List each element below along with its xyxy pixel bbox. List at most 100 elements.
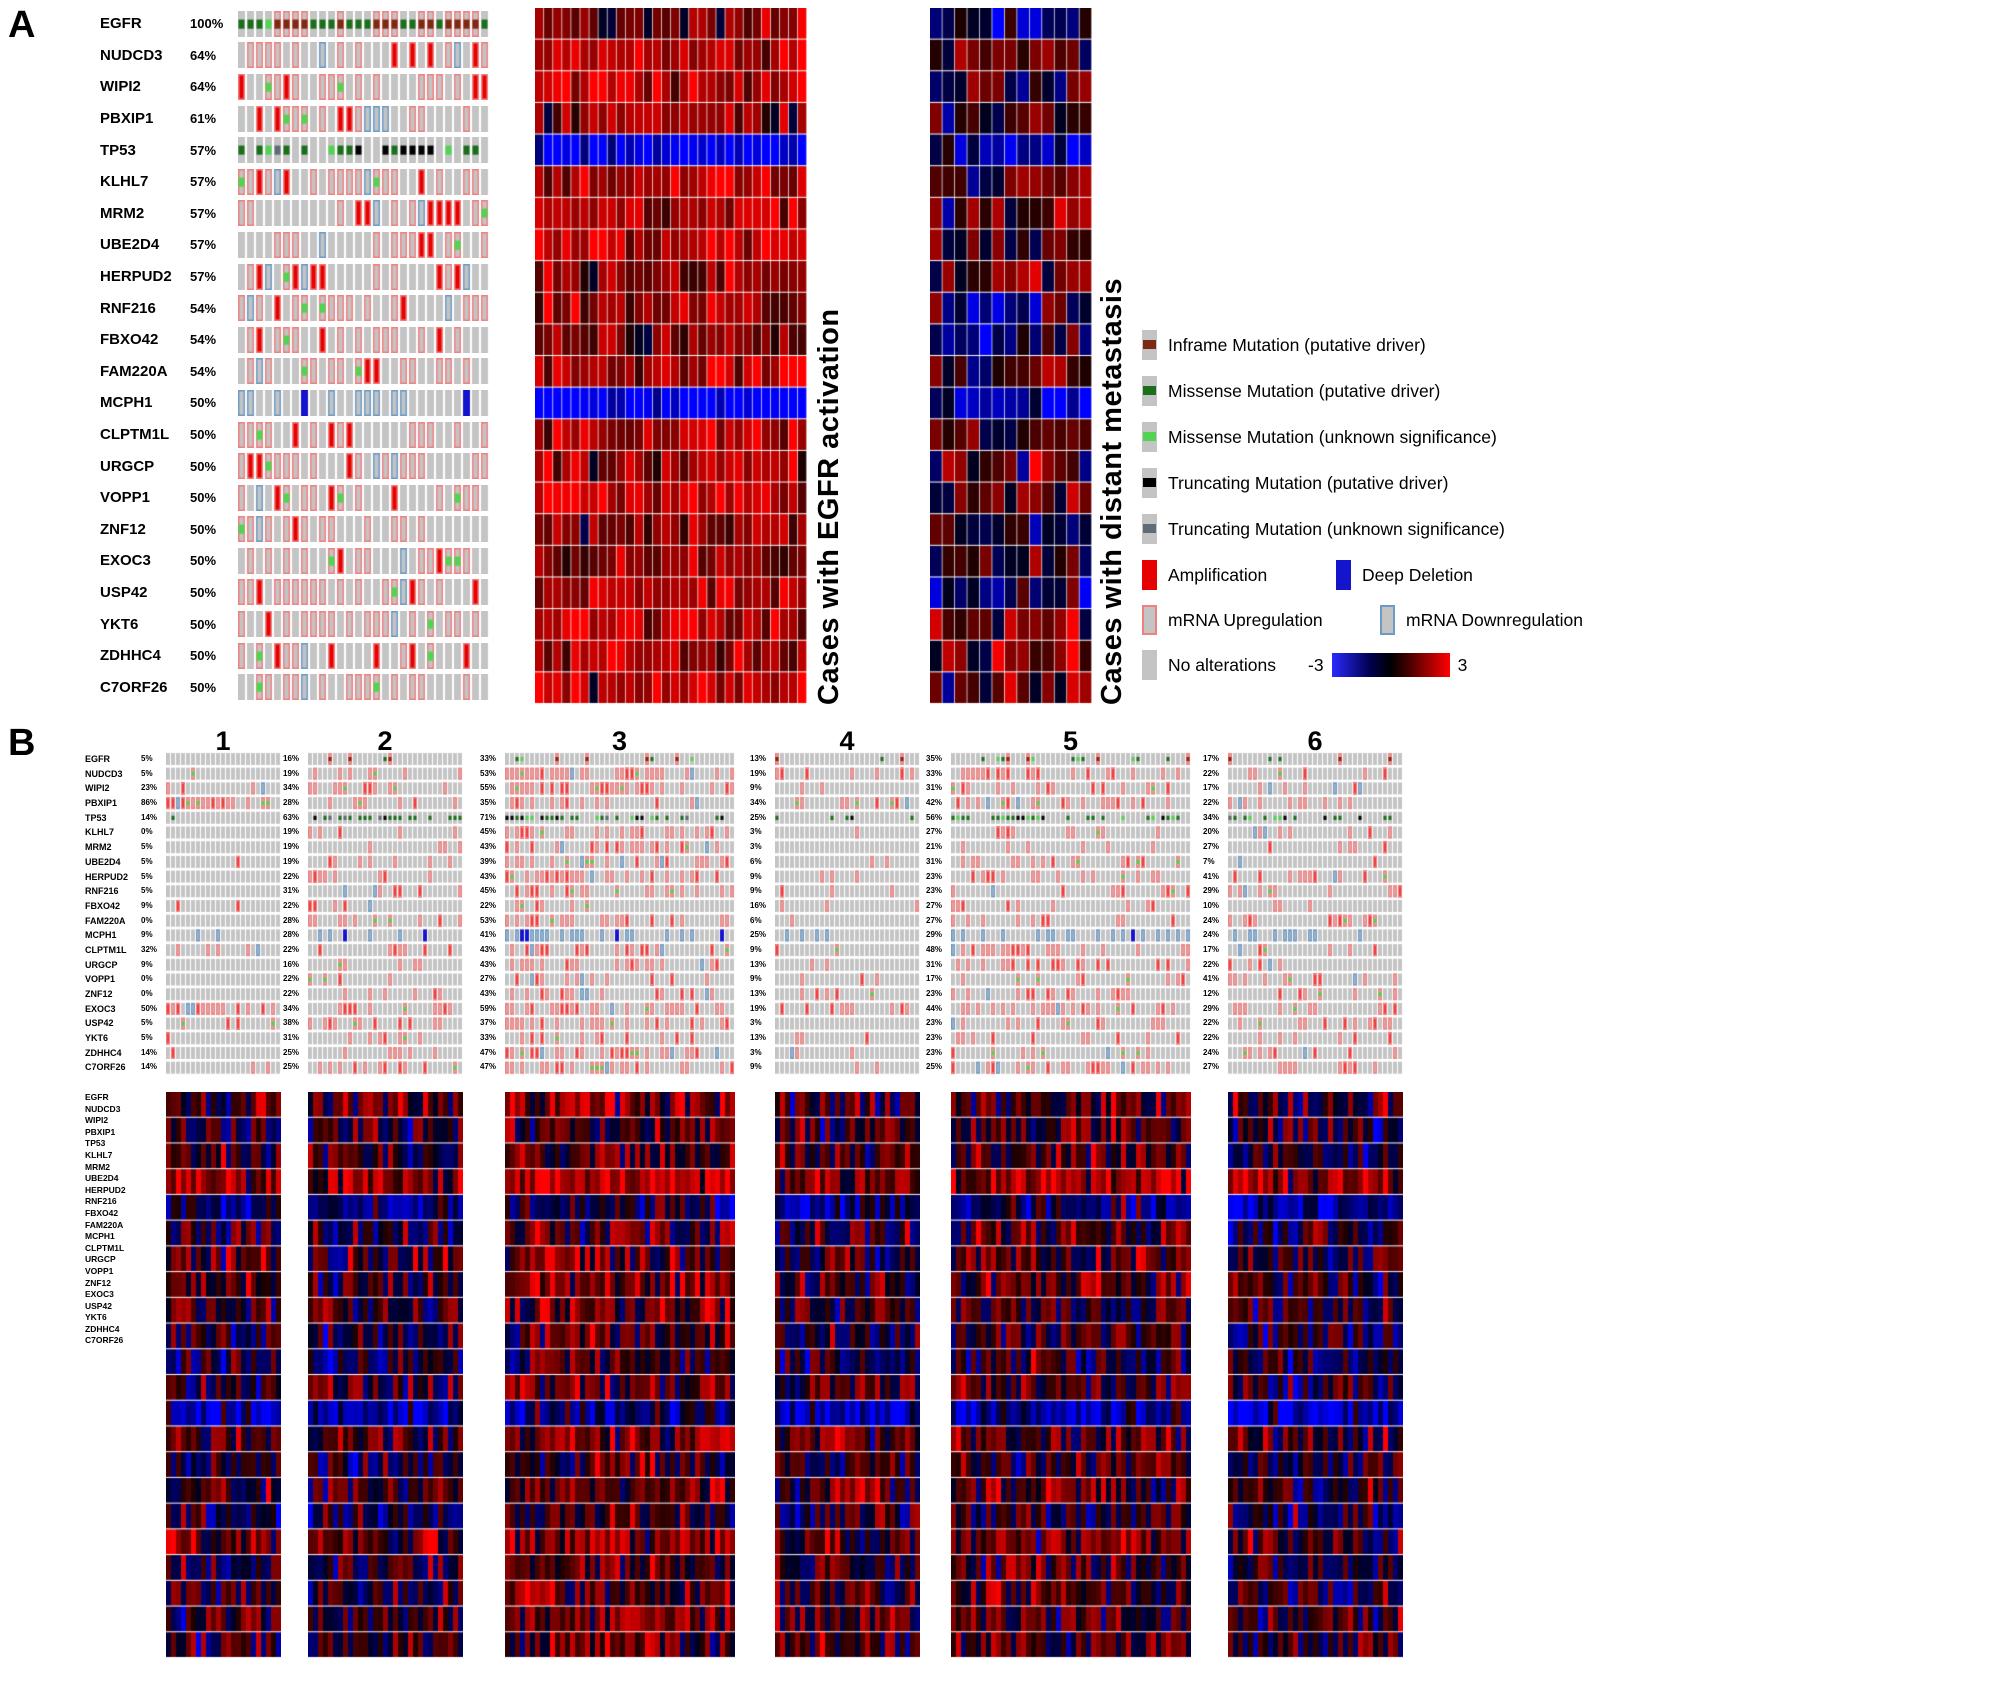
gene-alteration-percent: 20% <box>1203 827 1220 837</box>
group-heatmap <box>775 1092 920 1658</box>
gene-label: URGCP <box>100 457 155 475</box>
group-number: 6 <box>1307 726 1323 756</box>
missense-driver-glyph <box>1142 376 1157 406</box>
gene-alteration-percent: 5% <box>141 754 153 763</box>
gene-alteration-percent: 27% <box>926 915 943 925</box>
gene-alteration-percent: 16% <box>750 900 767 910</box>
gene-alteration-percent: 9% <box>141 900 153 910</box>
gene-label: WIPI2 <box>85 783 110 794</box>
gene-alteration-percent: 71% <box>480 812 497 822</box>
oncoprint-track <box>238 326 490 353</box>
gene-label: C7ORF26 <box>85 1062 126 1073</box>
gene-alteration-percent: 9% <box>750 871 762 881</box>
oncoprint-track <box>238 453 490 480</box>
gene-label: C7ORF26 <box>100 678 168 696</box>
gene-label: HERPUD2 <box>85 871 129 882</box>
oncoprint-track <box>238 579 490 606</box>
group-number: 2 <box>377 726 393 756</box>
gene-alteration-percent: 57% <box>190 174 217 190</box>
gene-alteration-percent: 19% <box>283 842 300 852</box>
oncoprint-row: MRM2 57% <box>100 198 490 230</box>
gene-alteration-percent: 28% <box>283 915 300 925</box>
gene-alteration-percent: 21% <box>926 842 943 852</box>
deep-deletion-glyph <box>1336 560 1351 590</box>
gene-alteration-percent: 50% <box>190 521 217 537</box>
gene-alteration-percent: 23% <box>926 1047 943 1057</box>
gene-label: VOPP1 <box>100 489 151 507</box>
gene-label: WIPI2 <box>85 1115 109 1126</box>
legend: Inframe Mutation (putative driver) Misse… <box>1142 330 1622 695</box>
gene-alteration-percent: 23% <box>926 871 943 881</box>
legend-label: mRNA Upregulation <box>1168 609 1323 630</box>
gene-alteration-percent: 50% <box>190 553 217 569</box>
gene-alteration-percent: 17% <box>1203 783 1220 793</box>
gene-alteration-percent: 25% <box>926 1062 943 1072</box>
gene-alteration-percent: 5% <box>141 856 153 866</box>
gene-alteration-percent: 22% <box>283 871 300 881</box>
gene-label: MCPH1 <box>85 1231 115 1242</box>
gene-alteration-percent: 22% <box>1203 1033 1220 1043</box>
oncoprint-track <box>238 10 490 37</box>
gene-alteration-percent: 25% <box>283 1062 300 1072</box>
legend-label: Truncating Mutation (putative driver) <box>1168 472 1449 493</box>
gene-alteration-percent: 32% <box>141 944 158 954</box>
gene-alteration-percent: 27% <box>926 827 943 837</box>
gene-alteration-percent: 29% <box>1203 886 1220 896</box>
gene-alteration-percent: 14% <box>141 1047 158 1057</box>
gene-alteration-percent: 41% <box>1203 871 1220 881</box>
gene-alteration-percent: 5% <box>141 768 153 778</box>
gene-alteration-percent: 0% <box>141 827 153 837</box>
gene-alteration-percent: 3% <box>750 1047 762 1057</box>
oncoprint-track <box>238 547 490 574</box>
oncoprint-row: ZNF12 50% <box>100 514 490 546</box>
gene-alteration-percent: 17% <box>1203 754 1220 763</box>
gene-label: HERPUD2 <box>85 1184 126 1195</box>
gene-alteration-percent: 23% <box>926 989 943 998</box>
gene-alteration-percent: 31% <box>926 783 943 793</box>
oncoprint-row: PBXIP1 61% <box>100 103 490 135</box>
gene-alteration-percent: 27% <box>1203 1062 1220 1072</box>
gene-alteration-percent: 27% <box>926 900 943 910</box>
gene-alteration-percent: 28% <box>283 798 300 808</box>
gene-alteration-percent: 34% <box>1203 812 1220 822</box>
gene-label: MRM2 <box>85 1161 111 1172</box>
gene-alteration-percent: 16% <box>283 754 300 763</box>
oncoprint-row: TP53 57% <box>100 134 490 166</box>
gene-alteration-percent: 28% <box>283 930 300 940</box>
truncating-unknown-glyph <box>1142 514 1157 544</box>
group-percent-column: 16% 19% 34% 28% 63% 19% 19% 19% 22% 31% 22% 28% 28% 2… <box>283 752 309 1075</box>
oncoprint-row: VOPP1 50% <box>100 482 490 514</box>
gene-label: CLPTM1L <box>85 1242 125 1253</box>
gene-label: EXOC3 <box>85 1003 116 1014</box>
gene-alteration-percent: 9% <box>141 930 153 940</box>
gene-alteration-percent: 27% <box>480 974 497 984</box>
gene-alteration-percent: 57% <box>190 205 217 221</box>
legend-label: No alterations <box>1168 654 1276 675</box>
gene-label: EGFR <box>85 754 111 764</box>
gene-alteration-percent: 43% <box>480 871 497 881</box>
gene-label: EGFR <box>85 1092 109 1102</box>
oncoprint-track <box>238 516 490 543</box>
oncoprint-track <box>238 73 490 100</box>
gene-alteration-percent: 50% <box>190 458 217 474</box>
group-heatmap <box>308 1092 463 1658</box>
gene-alteration-percent: 0% <box>141 989 153 998</box>
gene-alteration-percent: 5% <box>141 1033 153 1043</box>
gene-alteration-percent: 31% <box>283 886 300 896</box>
gene-alteration-percent: 47% <box>480 1062 497 1072</box>
heatmap-egfr-activation <box>535 8 807 704</box>
gene-alteration-percent: 14% <box>141 812 158 822</box>
gene-label: KLHL7 <box>85 827 114 838</box>
gene-alteration-percent: 29% <box>926 930 943 940</box>
gene-alteration-percent: 22% <box>1203 959 1220 969</box>
legend-label: Deep Deletion <box>1362 564 1473 585</box>
group-oncoprint <box>505 752 735 1076</box>
heatmap-egfr-activation-title: Cases with EGFR activation <box>813 308 845 705</box>
group-oncoprint <box>1228 752 1403 1076</box>
group-number: 1 <box>215 726 231 756</box>
gene-alteration-percent: 17% <box>926 974 943 984</box>
gene-alteration-percent: 57% <box>190 237 217 253</box>
colorscale-max: 3 <box>1457 654 1468 675</box>
gene-alteration-percent: 47% <box>480 1047 497 1057</box>
gene-label: TP53 <box>100 141 136 159</box>
